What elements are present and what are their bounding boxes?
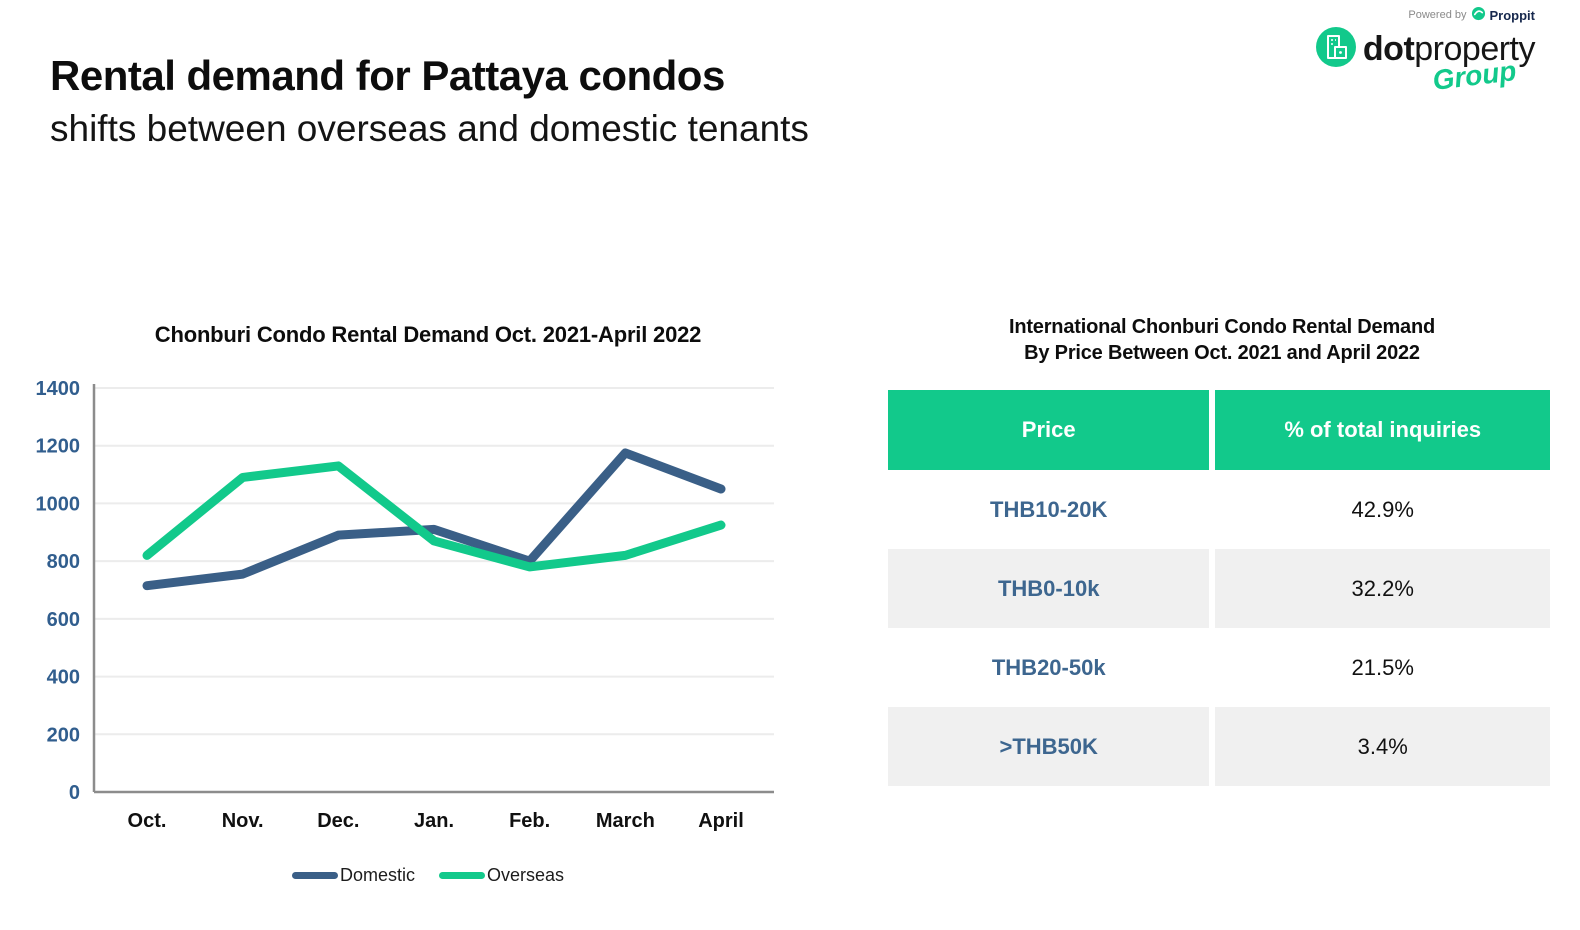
line-chart: 0 200 400 600 800 1000 1200 1400 Oct. Nov. Dec. Jan… bbox=[36, 378, 774, 832]
chart-title: Chonburi Condo Rental Demand Oct. 2021-A… bbox=[154, 322, 702, 347]
series-line-domestic bbox=[142, 448, 726, 591]
pct-cell: 21.5% bbox=[1351, 654, 1414, 680]
table-header-row: Price % of total inquiries bbox=[888, 390, 1550, 470]
x-tick-label: March bbox=[596, 810, 655, 832]
y-tick-label: 200 bbox=[47, 724, 80, 746]
page-subtitle: shifts between overseas and domestic ten… bbox=[50, 108, 809, 150]
price-table-card: International Chonburi Condo Rental Dema… bbox=[888, 314, 1556, 886]
price-table: Price % of total inquiries THB10-20K 42.9… bbox=[882, 390, 1556, 786]
inquiries-column-header: % of total inquiries bbox=[1215, 390, 1550, 470]
building-icon bbox=[1315, 26, 1357, 73]
y-tick-label: 800 bbox=[47, 551, 80, 573]
legend-label-overseas: Overseas bbox=[486, 865, 565, 885]
x-tick-label: Oct. bbox=[128, 810, 167, 832]
x-tick-label: Feb. bbox=[509, 810, 550, 832]
table-title-line1: International Chonburi Condo Rental Dema… bbox=[1008, 316, 1436, 338]
price-cell: >THB50K bbox=[888, 707, 1210, 786]
x-tick-label: Jan. bbox=[414, 810, 454, 832]
legend-label-domestic: Domestic bbox=[339, 865, 415, 885]
pct-cell: 42.9% bbox=[1351, 496, 1414, 522]
brand-dot: dot bbox=[1362, 30, 1415, 68]
table-title-line2: By Price Between Oct. 2021 and April 202… bbox=[1024, 342, 1420, 364]
legend-swatch-overseas bbox=[438, 872, 485, 879]
table-row: THB20-50k 21.5% bbox=[888, 628, 1550, 707]
pct-cell: 3.4% bbox=[1215, 707, 1550, 786]
brand-property: property bbox=[1414, 30, 1535, 68]
price-column-header: Price bbox=[888, 390, 1210, 470]
price-cell: THB0-10k bbox=[888, 549, 1210, 628]
line-chart-card: Chonburi Condo Rental Demand Oct. 2021-A… bbox=[28, 300, 828, 886]
chart-legend: Domestic Overseas bbox=[28, 865, 828, 886]
content-row: Chonburi Condo Rental Demand Oct. 2021-A… bbox=[0, 300, 1580, 886]
proppit-label: Proppit bbox=[1489, 7, 1536, 23]
price-cell: THB20-50k bbox=[991, 654, 1106, 680]
legend-item-overseas: Overseas bbox=[438, 865, 565, 886]
x-tick-label: Nov. bbox=[222, 810, 264, 832]
powered-by-row: Powered by Proppit bbox=[1285, 6, 1535, 24]
powered-by-label: Powered by bbox=[1408, 9, 1467, 21]
y-tick-label: 600 bbox=[47, 609, 80, 631]
y-tick-label: 1400 bbox=[36, 378, 81, 400]
legend-swatch-domestic bbox=[291, 872, 338, 879]
x-tick-label: April bbox=[698, 810, 744, 832]
legend-item-domestic: Domestic bbox=[291, 865, 415, 886]
table-title: International Chonburi Condo Rental Dema… bbox=[888, 314, 1556, 366]
table-row: THB0-10k 32.2% bbox=[888, 549, 1550, 628]
y-tick-label: 0 bbox=[69, 782, 80, 804]
brand-wordmark: dotproperty bbox=[1362, 30, 1536, 69]
brand-row: dotproperty bbox=[1285, 26, 1535, 73]
series-line-overseas bbox=[142, 461, 726, 572]
page-title: Rental demand for Pattaya condos bbox=[50, 52, 725, 99]
y-tick-label: 1200 bbox=[36, 436, 81, 458]
pct-cell: 32.2% bbox=[1215, 549, 1550, 628]
table-row: >THB50K 3.4% bbox=[888, 707, 1550, 786]
page-header: Rental demand for Pattaya condos shifts … bbox=[50, 52, 809, 153]
dotproperty-logo: Powered by Proppit dotproperty bbox=[1285, 6, 1535, 101]
x-tick-label: Dec. bbox=[317, 810, 359, 832]
y-tick-label: 400 bbox=[47, 667, 80, 689]
y-tick-label: 1000 bbox=[36, 493, 81, 515]
proppit-icon bbox=[1471, 6, 1486, 24]
price-cell: THB10-20K bbox=[990, 496, 1108, 522]
table-row: THB10-20K 42.9% bbox=[888, 470, 1550, 549]
